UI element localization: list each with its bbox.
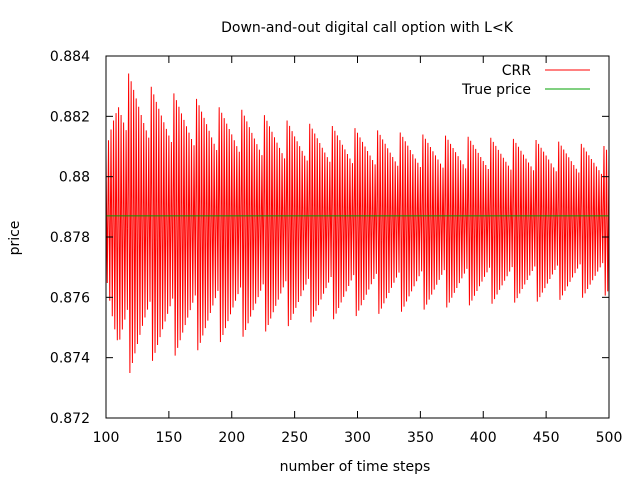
plot-frame [105,55,610,419]
y-tick-label: 0.878 [50,230,90,246]
y-tick-label: 0.882 [50,109,90,125]
legend-label-true: True price [461,82,531,98]
crr-line [105,73,610,373]
x-tick-label: 200 [218,430,245,446]
x-tick-label: 100 [93,430,120,446]
y-tick-label: 0.872 [50,411,90,427]
x-tick-label: 250 [281,430,308,446]
y-axis-label: price [7,221,23,256]
y-tick-label: 0.876 [50,290,90,306]
crr-series [105,73,610,373]
x-tick-label: 400 [470,430,497,446]
x-tick-label: 150 [156,430,183,446]
legend-label-crr: CRR [502,63,532,79]
axis-ticks: 100 150 200 250 300 350 400 450 500 0.872 0.874 0.8… [50,49,622,446]
legend: CRR True price [461,63,590,98]
x-tick-label: 450 [533,430,560,446]
x-tick-label: 500 [596,430,623,446]
y-tick-label: 0.884 [50,49,90,65]
x-tick-label: 300 [344,430,371,446]
y-tick-label: 0.874 [50,351,90,367]
y-tick-label: 0.88 [59,170,90,186]
x-tick-label: 350 [407,430,434,446]
chart-title: Down-and-out digital call option with L<… [221,20,514,36]
x-axis-label: number of time steps [280,459,431,475]
